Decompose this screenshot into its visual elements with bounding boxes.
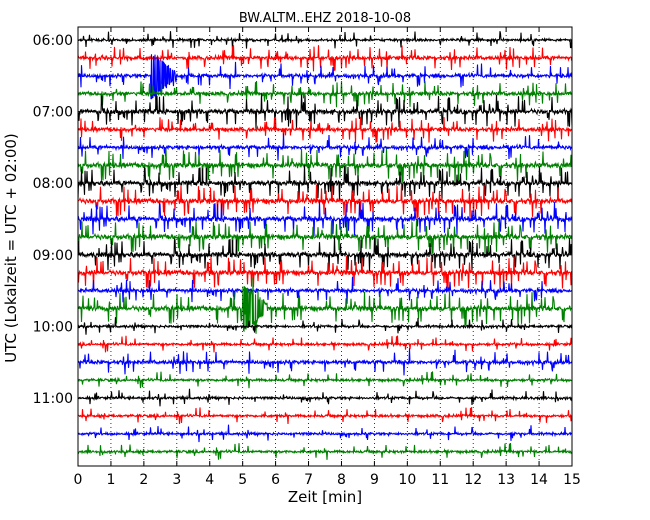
x-tick-label: 8 — [337, 472, 346, 488]
x-tick-label: 10 — [398, 472, 416, 488]
trace-10:00 — [78, 317, 572, 335]
x-tick-label: 2 — [139, 472, 148, 488]
trace-09:30 — [78, 276, 572, 304]
x-tick-label: 0 — [74, 472, 83, 488]
y-tick-label: 06:00 — [33, 33, 73, 49]
y-tick-label: 09:00 — [33, 248, 73, 264]
trace-08:45 — [78, 220, 572, 255]
trace-07:30 — [78, 133, 572, 161]
traces — [78, 31, 572, 460]
trace-07:15 — [78, 116, 572, 144]
x-tick-label: 12 — [464, 472, 482, 488]
trace-06:15 — [78, 45, 572, 72]
trace-07:00 — [78, 93, 572, 129]
y-tick-label: 11:00 — [33, 391, 73, 407]
trace-11:00 — [78, 388, 572, 407]
x-tick-label: 1 — [106, 472, 115, 488]
trace-08:15 — [78, 184, 572, 219]
x-tick-label: 9 — [370, 472, 379, 488]
x-tick-label: 4 — [205, 472, 214, 488]
y-tick-label: 10:00 — [33, 319, 73, 335]
trace-07:45 — [78, 148, 572, 183]
chart-title: BW.ALTM..EHZ 2018-10-08 — [238, 11, 412, 26]
trace-09:15 — [78, 256, 572, 291]
y-tick-label: 07:00 — [33, 105, 73, 121]
trace-11:30 — [78, 424, 572, 443]
x-tick-label: 7 — [304, 472, 313, 488]
x-tick-label: 3 — [172, 472, 181, 488]
x-tick-label: 11 — [431, 472, 449, 488]
axes-frame — [77, 26, 573, 467]
trace-10:45 — [78, 371, 572, 389]
x-axis-label: Zeit [min] — [287, 488, 363, 506]
y-axis-label: UTC (Lokalzeit = UTC + 02:00) — [2, 133, 20, 363]
trace-11:15 — [78, 407, 572, 425]
x-tick-label: 13 — [497, 472, 515, 488]
trace-10:30 — [78, 348, 572, 376]
trace-09:00 — [78, 236, 572, 273]
trace-10:15 — [78, 335, 572, 353]
trace-08:00 — [78, 164, 572, 201]
trace-06:30 — [78, 54, 572, 105]
x-tick-label: 15 — [563, 472, 581, 488]
x-tick-label: 5 — [238, 472, 247, 488]
trace-11:45 — [78, 442, 572, 460]
trace-06:00 — [78, 31, 572, 50]
trace-08:30 — [78, 200, 572, 237]
trace-09:45 — [78, 277, 572, 334]
trace-06:45 — [78, 80, 572, 108]
y-tick-label: 08:00 — [33, 176, 73, 192]
x-tick-label: 14 — [530, 472, 548, 488]
x-tick-label: 6 — [271, 472, 280, 488]
